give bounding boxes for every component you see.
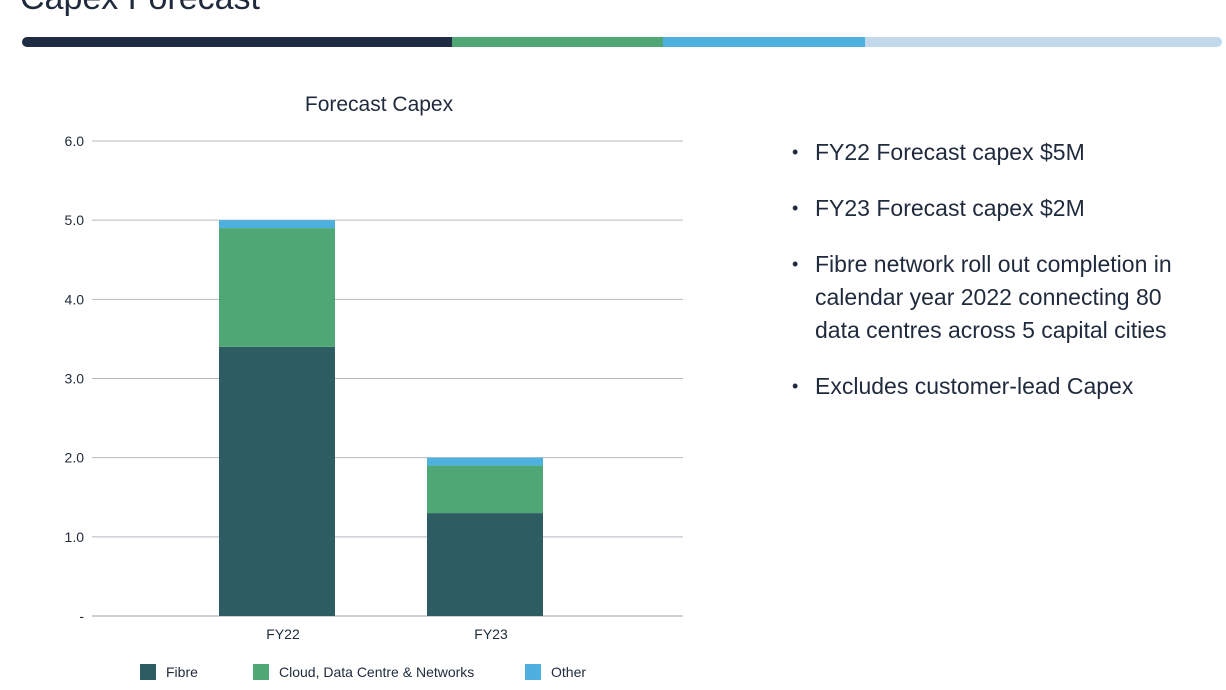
legend-item: Cloud, Data Centre & Networks bbox=[253, 664, 474, 680]
key-points-list: • FY22 Forecast capex $5M • FY23 Forecast … bbox=[790, 136, 1210, 426]
key-point-fy23: • FY23 Forecast capex $2M bbox=[790, 192, 1210, 225]
legend-swatch bbox=[253, 664, 269, 680]
x-tick-label: FY23 bbox=[474, 626, 508, 642]
divider-segment-blue bbox=[663, 37, 865, 47]
bar-segment-other bbox=[219, 220, 335, 229]
legend-item: Other bbox=[525, 664, 586, 680]
legend-label: Cloud, Data Centre & Networks bbox=[279, 664, 475, 680]
bar-segment-cloud-data-centre-networks bbox=[427, 465, 543, 514]
x-tick-label: FY22 bbox=[266, 626, 300, 642]
divider-segment-light-blue bbox=[865, 37, 1222, 47]
bullet-dot: • bbox=[792, 376, 799, 396]
bullet-dot: • bbox=[792, 142, 799, 162]
key-point-fibre-rollout: • Fibre network roll out completion in ca… bbox=[790, 248, 1210, 347]
key-point-text: FY23 Forecast capex $2M bbox=[815, 195, 1085, 221]
bullet-dot: • bbox=[792, 254, 799, 274]
page-title: Capex Forecast bbox=[20, 0, 260, 18]
bullet-dot: • bbox=[792, 198, 799, 218]
y-tick-label: 2.0 bbox=[65, 450, 85, 466]
legend-swatch bbox=[140, 664, 156, 680]
y-tick-label: 4.0 bbox=[65, 291, 85, 307]
bar-segment-cloud-data-centre-networks bbox=[219, 228, 335, 347]
bar-segment-other bbox=[427, 457, 543, 466]
divider-segment-navy bbox=[22, 37, 452, 47]
legend-label: Fibre bbox=[166, 664, 198, 680]
y-tick-label: 3.0 bbox=[65, 371, 85, 387]
y-tick-label: 6.0 bbox=[65, 133, 85, 149]
legend-label: Other bbox=[551, 664, 587, 680]
title-divider-bar bbox=[22, 37, 1222, 47]
key-point-text: FY22 Forecast capex $5M bbox=[815, 139, 1085, 165]
chart-title: Forecast Capex bbox=[305, 93, 454, 116]
legend-swatch bbox=[525, 664, 541, 680]
key-point-fy22: • FY22 Forecast capex $5M bbox=[790, 136, 1210, 169]
key-point-text: Excludes customer-lead Capex bbox=[815, 373, 1134, 399]
divider-segment-green bbox=[452, 37, 663, 47]
key-point-text: Fibre network roll out completion in cal… bbox=[815, 251, 1172, 343]
capex-chart-svg: Forecast Capex - 1.0 2.0 3.0 4.0 5.0 6.0 FY22 FY2… bbox=[65, 93, 683, 642]
key-point-exclusions: • Excludes customer-lead Capex bbox=[790, 370, 1210, 403]
bar-segment-fibre bbox=[427, 513, 543, 616]
capex-chart: Forecast Capex - 1.0 2.0 3.0 4.0 5.0 6.0 FY22 FY2… bbox=[0, 80, 720, 690]
y-tick-label: - bbox=[79, 608, 84, 624]
y-tick-label: 1.0 bbox=[65, 529, 85, 545]
legend-item: Fibre bbox=[140, 664, 198, 680]
bar-segment-fibre bbox=[219, 346, 335, 616]
y-tick-label: 5.0 bbox=[65, 212, 85, 228]
